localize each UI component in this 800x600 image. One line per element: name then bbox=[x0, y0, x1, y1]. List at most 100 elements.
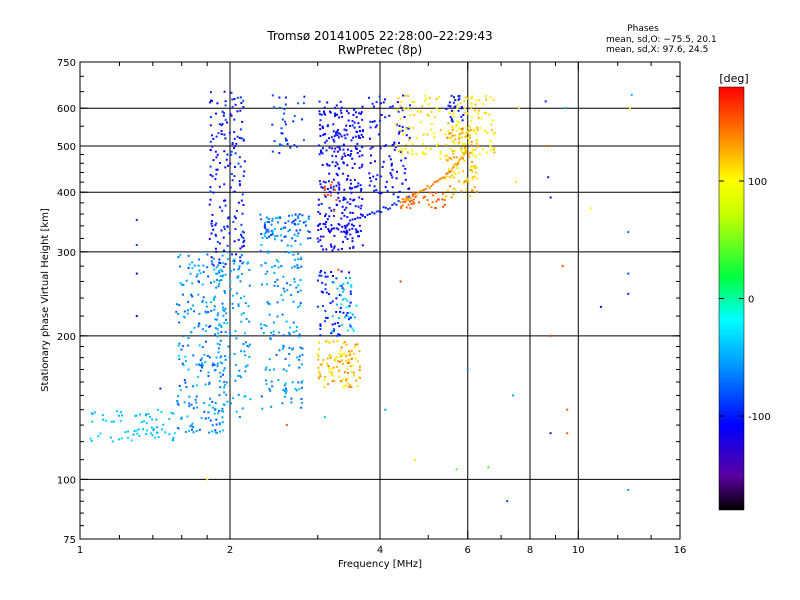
data-point bbox=[216, 328, 219, 331]
data-point bbox=[241, 407, 244, 410]
data-point bbox=[242, 204, 245, 206]
data-point bbox=[334, 322, 337, 325]
data-point bbox=[208, 238, 211, 240]
data-point bbox=[471, 102, 473, 105]
data-point bbox=[452, 101, 455, 104]
data-point bbox=[209, 186, 212, 189]
data-point bbox=[222, 114, 225, 117]
data-point bbox=[348, 247, 351, 250]
data-point bbox=[330, 224, 333, 227]
data-point bbox=[324, 283, 327, 286]
data-point bbox=[297, 284, 300, 287]
data-point bbox=[329, 243, 332, 246]
data-point bbox=[151, 434, 154, 437]
data-point bbox=[346, 362, 349, 364]
data-point bbox=[213, 268, 216, 271]
data-point bbox=[181, 362, 184, 365]
data-point bbox=[397, 132, 400, 135]
data-point bbox=[470, 97, 473, 100]
data-point bbox=[354, 111, 357, 114]
data-point bbox=[324, 187, 327, 190]
data-point bbox=[346, 223, 349, 226]
data-point bbox=[239, 375, 241, 377]
data-point bbox=[409, 200, 412, 203]
data-point bbox=[324, 215, 327, 217]
data-point bbox=[349, 233, 352, 236]
data-point bbox=[370, 180, 373, 183]
data-point bbox=[316, 353, 319, 355]
data-point bbox=[210, 99, 212, 102]
data-point bbox=[306, 237, 309, 240]
data-point bbox=[211, 364, 214, 367]
data-point bbox=[384, 116, 387, 119]
data-point bbox=[347, 112, 350, 115]
data-point bbox=[343, 208, 346, 211]
data-point bbox=[325, 248, 328, 251]
data-point bbox=[235, 210, 238, 212]
data-point bbox=[391, 105, 394, 108]
data-point bbox=[238, 369, 241, 372]
data-point bbox=[457, 161, 460, 163]
data-point bbox=[461, 127, 464, 130]
data-point bbox=[333, 328, 335, 331]
data-point bbox=[492, 147, 495, 150]
data-point bbox=[119, 411, 122, 414]
data-point bbox=[233, 147, 235, 150]
data-point bbox=[170, 411, 173, 414]
data-point bbox=[340, 217, 343, 220]
data-point bbox=[298, 213, 301, 216]
data-point bbox=[390, 162, 393, 165]
data-point bbox=[450, 119, 453, 122]
data-point bbox=[452, 156, 455, 159]
data-point bbox=[239, 280, 242, 283]
data-point bbox=[278, 349, 281, 352]
data-point bbox=[328, 172, 331, 175]
data-point bbox=[233, 262, 236, 265]
data-point bbox=[433, 181, 436, 184]
data-point bbox=[135, 272, 138, 275]
data-point bbox=[449, 105, 452, 108]
data-point bbox=[331, 281, 334, 284]
data-point bbox=[260, 233, 263, 235]
data-point bbox=[438, 110, 441, 113]
data-point bbox=[197, 375, 200, 378]
data-point bbox=[477, 109, 480, 112]
data-point bbox=[399, 280, 402, 283]
data-point bbox=[265, 231, 268, 234]
data-point bbox=[335, 227, 338, 230]
data-point bbox=[343, 134, 346, 137]
data-point bbox=[322, 186, 325, 189]
data-point bbox=[424, 152, 427, 155]
data-point bbox=[285, 424, 288, 427]
data-point bbox=[445, 108, 448, 110]
data-point bbox=[222, 373, 224, 376]
data-point bbox=[229, 186, 232, 189]
data-point bbox=[152, 429, 155, 432]
data-point bbox=[154, 436, 157, 439]
data-point bbox=[293, 265, 296, 268]
data-point bbox=[212, 298, 215, 301]
data-point bbox=[462, 170, 464, 173]
data-point bbox=[333, 112, 336, 115]
data-point bbox=[473, 130, 476, 133]
data-point bbox=[332, 210, 335, 213]
data-point bbox=[379, 102, 382, 105]
data-point bbox=[433, 116, 436, 119]
data-point bbox=[447, 104, 450, 107]
data-point bbox=[119, 419, 122, 422]
data-point bbox=[145, 433, 148, 435]
data-point bbox=[204, 417, 207, 420]
data-point bbox=[224, 104, 227, 107]
data-point bbox=[284, 120, 286, 123]
data-point bbox=[380, 211, 383, 214]
data-point bbox=[414, 196, 417, 198]
data-point bbox=[391, 186, 394, 189]
data-point bbox=[627, 489, 630, 491]
data-point bbox=[199, 369, 202, 372]
data-point bbox=[202, 296, 205, 299]
data-point bbox=[149, 416, 152, 418]
data-point bbox=[426, 133, 429, 136]
data-point bbox=[493, 151, 496, 154]
data-point bbox=[354, 357, 357, 360]
data-point bbox=[407, 203, 410, 206]
